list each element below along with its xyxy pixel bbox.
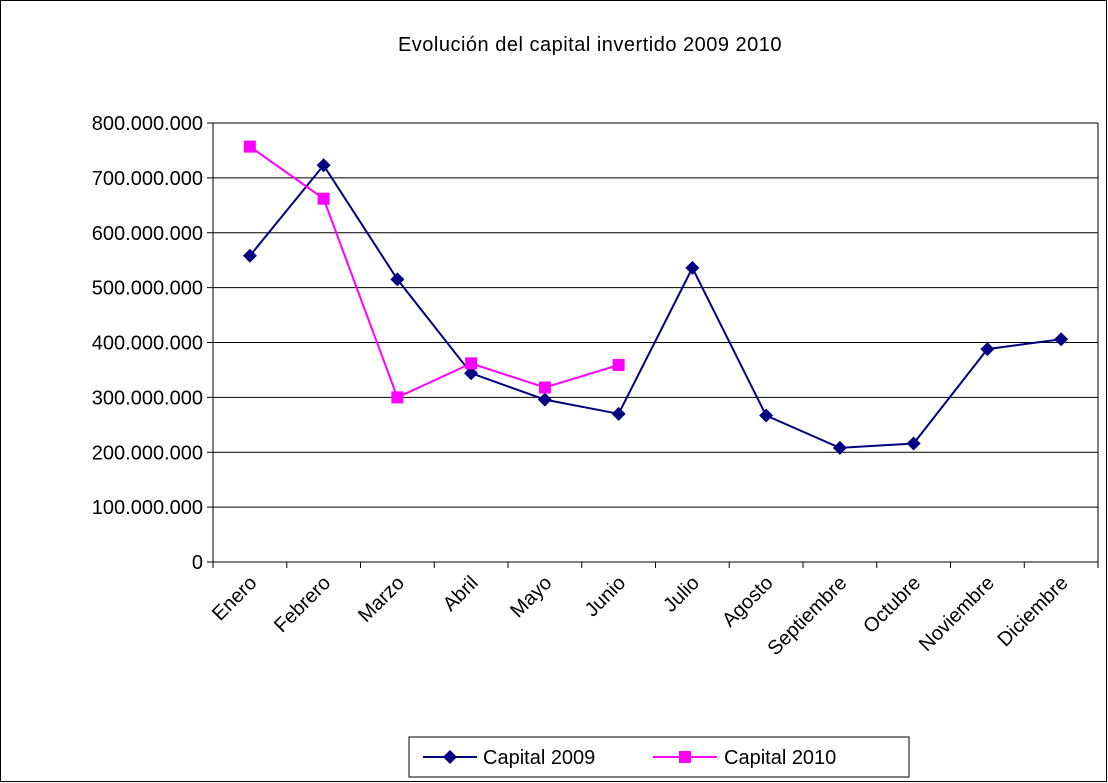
data-point — [980, 342, 995, 357]
data-point — [391, 391, 404, 404]
series-line — [249, 145, 619, 399]
series-0 — [242, 158, 1069, 455]
data-point — [390, 272, 405, 287]
y-tick-label: 300.000.000 — [92, 387, 203, 409]
data-point — [685, 260, 700, 275]
y-tick-label: 400.000.000 — [92, 333, 203, 355]
data-point — [465, 357, 478, 370]
gridlines — [213, 122, 1098, 508]
y-tick-label: 200.000.000 — [92, 442, 203, 464]
chart-title: Evolución del capital invertido 2009 201… — [398, 34, 782, 56]
legend-label-2010: Capital 2010 — [724, 747, 836, 769]
y-tick-labels: 0 100.000.000 200.000.000 300.000.000 400.00… — [92, 113, 203, 574]
data-point — [832, 440, 847, 455]
y-tick-label: 800.000.000 — [92, 113, 203, 135]
data-point — [906, 436, 921, 451]
legend: Capital 2009 Capital 2010 — [408, 736, 910, 778]
legend-marker-2009 — [443, 750, 457, 764]
data-point — [242, 248, 257, 263]
series — [242, 140, 1069, 455]
data-point — [611, 406, 626, 421]
data-point — [464, 366, 479, 381]
data-point — [538, 381, 551, 394]
y-tick-label: 700.000.000 — [92, 168, 203, 190]
data-point — [316, 158, 331, 173]
data-point — [243, 140, 256, 153]
axes — [207, 122, 1099, 568]
data-point — [1054, 332, 1069, 347]
series-line — [249, 163, 1062, 449]
data-point — [759, 408, 774, 423]
y-tick-label: 0 — [192, 552, 203, 574]
data-point — [612, 358, 625, 371]
y-tick-label: 600.000.000 — [92, 223, 203, 245]
y-tick-label: 100.000.000 — [92, 497, 203, 519]
data-point — [317, 192, 330, 205]
legend-marker-2010 — [679, 751, 691, 763]
legend-label-2009: Capital 2009 — [483, 747, 595, 769]
y-tick-label: 500.000.000 — [92, 278, 203, 300]
series-1 — [243, 140, 625, 404]
data-point — [537, 392, 552, 407]
